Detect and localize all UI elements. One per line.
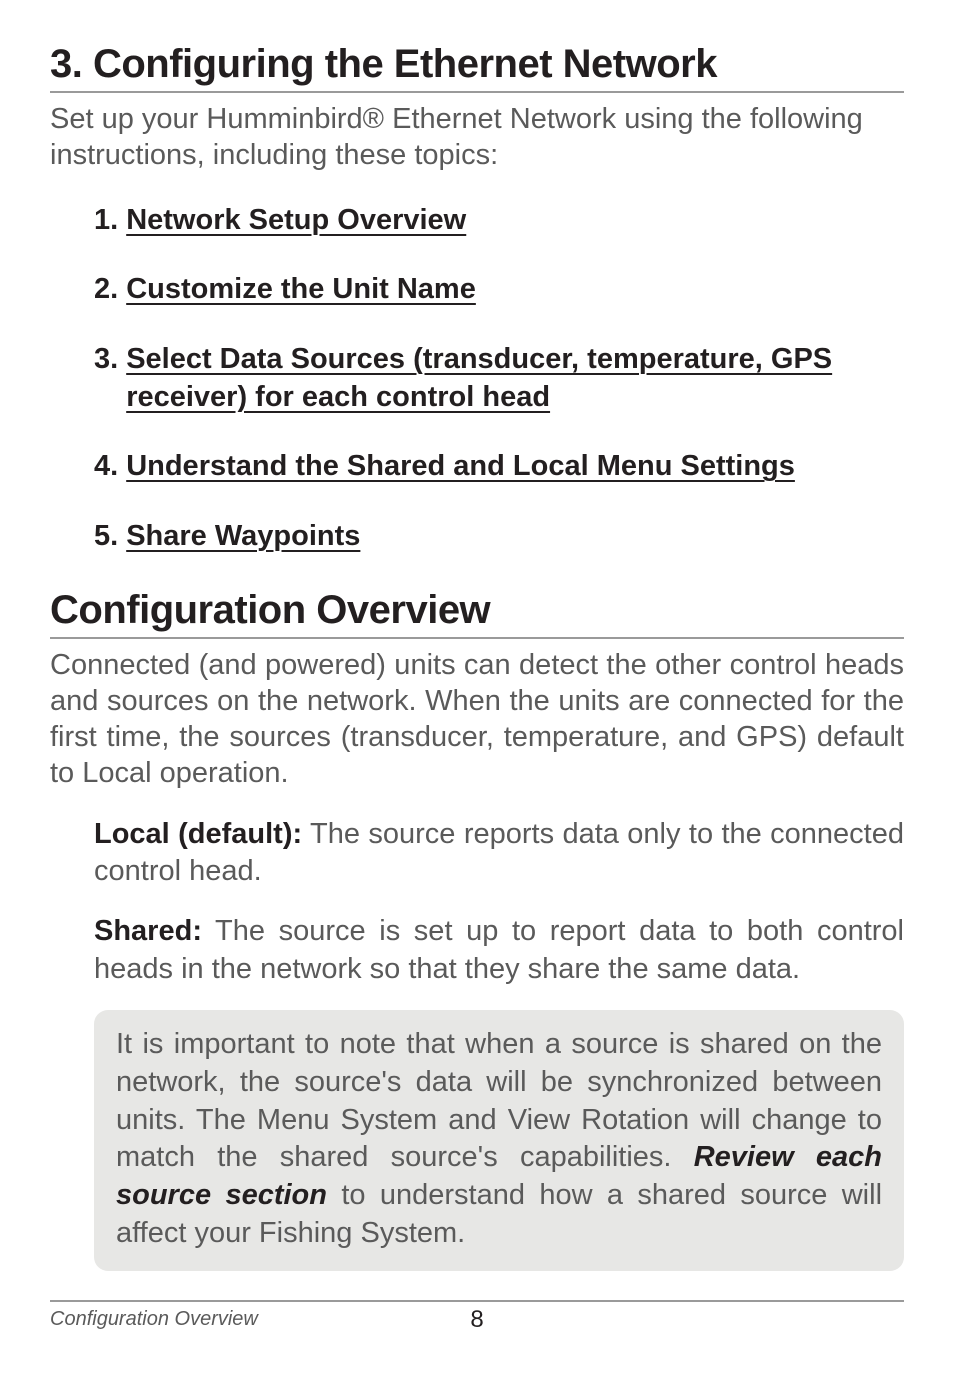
toc-item: 4. Understand the Shared and Local Menu … (94, 448, 904, 486)
toc-link[interactable]: Customize the Unit Name (126, 271, 476, 309)
toc-item: 3. Select Data Sources (transducer, temp… (94, 341, 904, 416)
overview-body: Connected (and powered) units can detect… (50, 647, 904, 792)
section-intro: Set up your Humminbird® Ethernet Network… (50, 101, 904, 174)
toc-list: 1. Network Setup Overview 2. Customize t… (50, 202, 904, 556)
toc-number: 1. (94, 202, 126, 240)
footer-page-number: 8 (50, 1306, 904, 1334)
toc-link[interactable]: Understand the Shared and Local Menu Set… (126, 448, 795, 486)
def-local: Local (default): The source reports data… (94, 816, 904, 891)
toc-link[interactable]: Select Data Sources (transducer, tempera… (126, 341, 904, 416)
definitions: Local (default): The source reports data… (50, 816, 904, 989)
toc-item: 1. Network Setup Overview (94, 202, 904, 240)
footer-rule (50, 1300, 904, 1302)
def-shared-body: The source is set up to report data to b… (94, 915, 904, 985)
section-title: 3. Configuring the Ethernet Network (50, 42, 904, 87)
callout-note: It is important to note that when a sour… (94, 1010, 904, 1270)
def-shared: Shared: The source is set up to report d… (94, 913, 904, 988)
overview-title: Configuration Overview (50, 588, 904, 633)
toc-number: 5. (94, 518, 126, 556)
overview-rule (50, 637, 904, 639)
toc-link[interactable]: Network Setup Overview (126, 202, 466, 240)
toc-item: 5. Share Waypoints (94, 518, 904, 556)
toc-number: 4. (94, 448, 126, 486)
page-footer: Configuration Overview 8 (50, 1300, 904, 1334)
toc-link[interactable]: Share Waypoints (126, 518, 360, 556)
toc-number: 2. (94, 271, 126, 309)
def-shared-term: Shared: (94, 915, 202, 947)
toc-number: 3. (94, 341, 126, 416)
toc-item: 2. Customize the Unit Name (94, 271, 904, 309)
def-local-term: Local (default): (94, 818, 302, 850)
section-rule (50, 91, 904, 93)
